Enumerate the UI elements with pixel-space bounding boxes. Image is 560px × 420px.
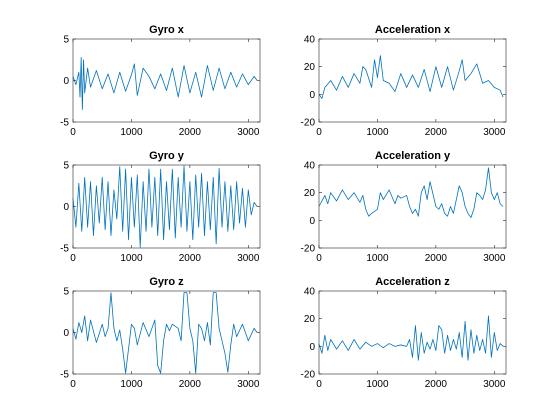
x-tick-label: 1000 [120, 379, 143, 390]
axes-box [72, 290, 261, 375]
y-tick-label: 0 [63, 328, 69, 339]
subplot-title: Acceleration y [375, 150, 451, 162]
y-tick-label: 0 [63, 76, 69, 87]
series-line [72, 292, 258, 374]
y-tick-label: 0 [309, 342, 315, 353]
y-tick-label: 20 [304, 62, 316, 73]
x-tick-label: 3000 [483, 127, 506, 138]
series-line [72, 165, 258, 248]
x-tick-label: 2000 [179, 253, 202, 264]
axes-box [318, 38, 507, 123]
subplot-title: Acceleration x [375, 24, 451, 36]
x-tick-label: 0 [316, 127, 322, 138]
y-tick-label: -5 [60, 118, 69, 129]
subplot-title: Acceleration z [375, 276, 450, 288]
x-tick-label: 3000 [483, 253, 506, 264]
x-tick-label: 1000 [366, 253, 389, 264]
y-tick-label: 40 [304, 161, 316, 172]
x-tick-label: 3000 [237, 127, 260, 138]
subplot-title: Gyro x [149, 24, 185, 36]
x-tick-label: 3000 [237, 379, 260, 390]
x-tick-label: 2000 [179, 379, 202, 390]
y-tick-label: 40 [304, 287, 316, 298]
y-tick-label: 40 [304, 35, 316, 46]
subplot-title: Gyro y [149, 150, 185, 162]
y-tick-label: -20 [301, 118, 316, 129]
y-tick-label: 5 [63, 35, 69, 46]
subplot-3: Gyro y0 1000 2000 3000-505 [60, 150, 261, 264]
subplot-1: Gyro x0 1000 2000 3000-505 [60, 24, 261, 138]
y-tick-label: -20 [301, 244, 316, 255]
x-tick-label: 0 [70, 127, 76, 138]
series-line [318, 55, 504, 99]
x-tick-label: 0 [70, 379, 76, 390]
y-tick-label: 0 [63, 202, 69, 213]
y-tick-label: -5 [60, 370, 69, 381]
x-tick-label: 0 [316, 253, 322, 264]
y-tick-label: -5 [60, 244, 69, 255]
series-line [318, 315, 504, 361]
y-tick-label: -20 [301, 370, 316, 381]
x-tick-label: 2000 [425, 127, 448, 138]
subplot-5: Gyro z0 1000 2000 3000-505 [60, 276, 261, 390]
axes-box [72, 38, 261, 123]
x-tick-label: 3000 [237, 253, 260, 264]
series-line [318, 167, 504, 218]
x-tick-label: 2000 [179, 127, 202, 138]
y-tick-label: 5 [63, 161, 69, 172]
x-tick-label: 2000 [425, 253, 448, 264]
y-tick-label: 0 [309, 216, 315, 227]
x-tick-label: 1000 [366, 379, 389, 390]
y-tick-label: 20 [304, 314, 316, 325]
series-line [72, 56, 258, 110]
x-tick-label: 0 [70, 253, 76, 264]
x-tick-label: 2000 [425, 379, 448, 390]
x-tick-label: 1000 [120, 253, 143, 264]
x-tick-label: 1000 [120, 127, 143, 138]
axes-box [318, 164, 507, 249]
x-tick-label: 3000 [483, 379, 506, 390]
y-tick-label: 20 [304, 188, 316, 199]
subplot-title: Gyro z [149, 276, 184, 288]
y-tick-label: 0 [309, 90, 315, 101]
x-tick-label: 0 [316, 379, 322, 390]
y-tick-label: 5 [63, 287, 69, 298]
axes-box [318, 290, 507, 375]
x-tick-label: 1000 [366, 127, 389, 138]
